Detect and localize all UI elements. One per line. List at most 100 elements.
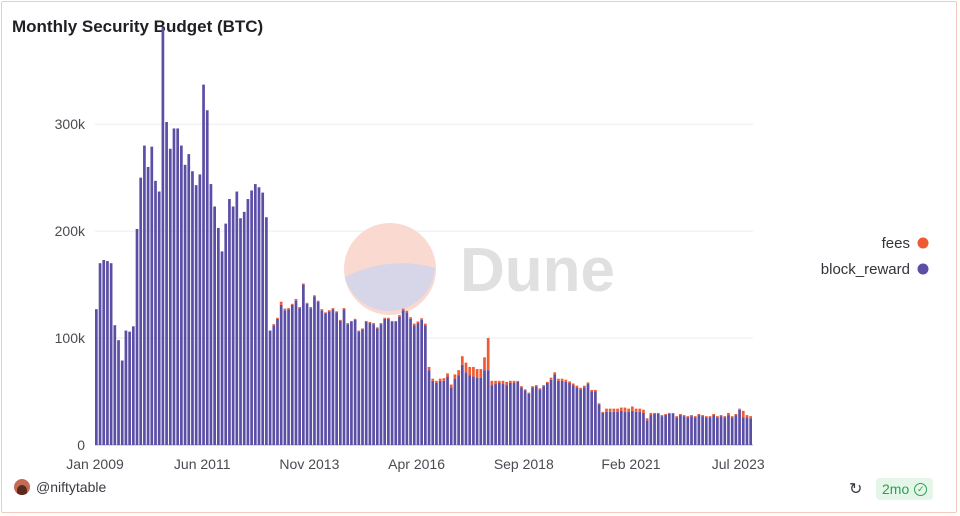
bar-fees[interactable]: [416, 321, 420, 324]
bar-block-reward[interactable]: [730, 417, 734, 445]
bar-block-reward[interactable]: [590, 391, 594, 445]
bar-block-reward[interactable]: [660, 416, 664, 446]
bar-block-reward[interactable]: [608, 411, 612, 445]
bar-block-reward[interactable]: [224, 223, 228, 445]
bar-fees[interactable]: [390, 320, 394, 323]
bar-block-reward[interactable]: [446, 376, 449, 445]
bar-block-reward[interactable]: [113, 325, 117, 445]
bar-fees[interactable]: [575, 385, 579, 388]
bar-block-reward[interactable]: [272, 325, 276, 445]
bar-fees[interactable]: [649, 412, 653, 416]
bar-fees[interactable]: [294, 299, 298, 301]
bar-block-reward[interactable]: [420, 319, 423, 446]
bar-fees[interactable]: [671, 412, 675, 414]
bar-fees[interactable]: [701, 415, 704, 417]
bar-fees[interactable]: [697, 413, 701, 416]
bar-block-reward[interactable]: [424, 325, 427, 445]
bar-block-reward[interactable]: [538, 389, 542, 445]
bar-block-reward[interactable]: [453, 378, 457, 445]
bar-fees[interactable]: [298, 307, 302, 309]
bar-block-reward[interactable]: [741, 417, 745, 445]
bar-block-reward[interactable]: [682, 416, 686, 446]
bar-block-reward[interactable]: [516, 381, 520, 445]
bar-fees[interactable]: [538, 388, 542, 390]
bar-block-reward[interactable]: [460, 364, 464, 445]
bar-block-reward[interactable]: [405, 312, 409, 445]
bar-fees[interactable]: [438, 378, 442, 381]
bar-fees[interactable]: [686, 416, 690, 418]
bar-block-reward[interactable]: [497, 382, 501, 445]
bar-block-reward[interactable]: [213, 206, 216, 445]
bar-fees[interactable]: [745, 415, 749, 418]
bar-block-reward[interactable]: [520, 387, 523, 445]
bar-block-reward[interactable]: [265, 217, 268, 445]
bar-block-reward[interactable]: [287, 309, 290, 445]
bar-block-reward[interactable]: [679, 415, 682, 445]
bar-block-reward[interactable]: [409, 318, 412, 445]
bar-fees[interactable]: [283, 308, 287, 311]
bar-block-reward[interactable]: [631, 410, 634, 445]
bar-block-reward[interactable]: [198, 174, 202, 445]
bar-block-reward[interactable]: [675, 417, 679, 445]
bar-block-reward[interactable]: [191, 171, 194, 445]
bar-fees[interactable]: [520, 386, 523, 388]
bar-fees[interactable]: [464, 362, 468, 373]
bar-fees[interactable]: [716, 416, 719, 418]
bar-block-reward[interactable]: [564, 381, 568, 445]
bar-block-reward[interactable]: [653, 413, 656, 445]
bar-block-reward[interactable]: [209, 184, 213, 445]
bar-fees[interactable]: [479, 369, 483, 378]
bar-fees[interactable]: [571, 383, 575, 386]
bar-block-reward[interactable]: [180, 145, 183, 445]
bar-fees[interactable]: [490, 380, 494, 386]
bar-fees[interactable]: [579, 387, 582, 390]
bar-block-reward[interactable]: [294, 300, 298, 446]
bar-block-reward[interactable]: [704, 417, 708, 445]
bar-block-reward[interactable]: [457, 375, 460, 445]
bar-fees[interactable]: [679, 413, 682, 416]
bar-block-reward[interactable]: [313, 296, 316, 445]
bar-block-reward[interactable]: [512, 382, 516, 445]
bar-block-reward[interactable]: [708, 417, 712, 445]
bar-block-reward[interactable]: [582, 387, 586, 445]
bar-block-reward[interactable]: [183, 164, 187, 445]
bar-block-reward[interactable]: [693, 417, 697, 445]
bar-block-reward[interactable]: [239, 218, 242, 445]
bar-block-reward[interactable]: [586, 384, 590, 445]
bar-block-reward[interactable]: [612, 411, 616, 445]
bar-fees[interactable]: [523, 389, 527, 391]
bar-block-reward[interactable]: [372, 324, 375, 445]
bar-block-reward[interactable]: [268, 330, 272, 445]
bar-fees[interactable]: [512, 380, 516, 383]
bar-fees[interactable]: [472, 366, 475, 377]
bar-block-reward[interactable]: [305, 303, 309, 445]
bar-block-reward[interactable]: [597, 404, 601, 445]
bar-block-reward[interactable]: [398, 316, 401, 445]
bar-block-reward[interactable]: [120, 360, 124, 445]
bar-fees[interactable]: [446, 373, 449, 377]
bar-block-reward[interactable]: [187, 154, 191, 446]
bar-block-reward[interactable]: [338, 320, 342, 445]
bar-block-reward[interactable]: [128, 331, 131, 445]
bar-block-reward[interactable]: [331, 309, 335, 445]
bar-fees[interactable]: [449, 384, 453, 388]
bar-block-reward[interactable]: [357, 331, 361, 445]
bar-block-reward[interactable]: [505, 385, 509, 445]
bar-fees[interactable]: [553, 372, 557, 375]
bar-block-reward[interactable]: [667, 413, 671, 445]
bar-fees[interactable]: [667, 412, 671, 414]
bar-block-reward[interactable]: [342, 309, 346, 445]
bar-fees[interactable]: [738, 408, 741, 410]
bar-block-reward[interactable]: [109, 263, 113, 445]
bar-fees[interactable]: [638, 408, 642, 412]
bar-block-reward[interactable]: [283, 310, 287, 445]
bar-fees[interactable]: [435, 380, 438, 383]
bar-fees[interactable]: [712, 413, 716, 416]
bar-fees[interactable]: [531, 386, 534, 388]
bar-fees[interactable]: [727, 412, 730, 416]
bar-block-reward[interactable]: [364, 322, 368, 445]
bar-block-reward[interactable]: [545, 382, 549, 445]
bar-block-reward[interactable]: [560, 380, 564, 445]
bar-block-reward[interactable]: [394, 322, 398, 445]
bar-block-reward[interactable]: [361, 329, 364, 446]
